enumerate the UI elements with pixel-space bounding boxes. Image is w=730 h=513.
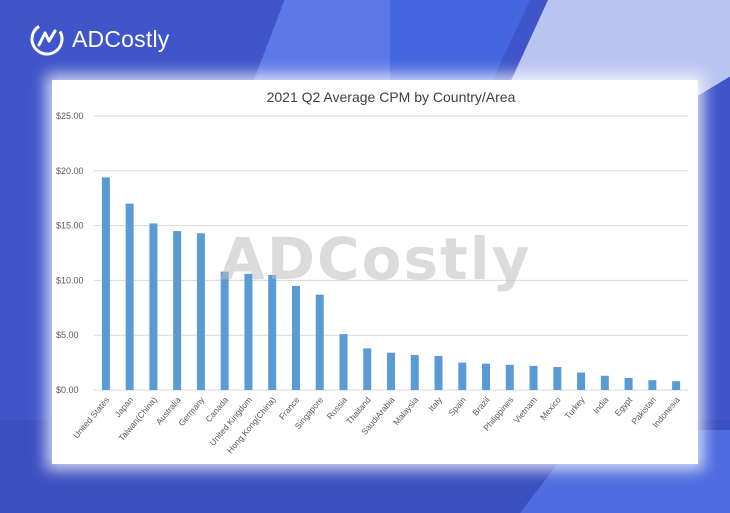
- bar: [553, 366, 562, 390]
- x-tick-label: Mexico: [538, 395, 563, 422]
- x-tick-label: Turkey: [562, 394, 587, 421]
- y-tick-label: $5.00: [56, 330, 79, 340]
- y-tick-label: $20.00: [56, 166, 84, 176]
- bar: [291, 285, 300, 390]
- bar: [387, 352, 395, 390]
- bar: [624, 377, 633, 390]
- y-tick-label: $0.00: [56, 385, 79, 395]
- bar: [101, 177, 110, 390]
- x-tick-label: United States: [71, 395, 111, 441]
- chart-title: 2021 Q2 Average CPM by Country/Area: [267, 89, 516, 105]
- bar: [577, 372, 586, 390]
- x-tick-label: Spain: [446, 395, 468, 418]
- bar: [434, 356, 443, 390]
- bar: [648, 380, 657, 390]
- bar: [268, 274, 277, 390]
- x-tick-label: Malaysia: [391, 395, 420, 427]
- x-tick-label: Vietnam: [511, 395, 539, 425]
- bar: [458, 362, 467, 390]
- x-tick-label: Italy: [426, 394, 444, 413]
- x-tick-label: India: [591, 395, 611, 416]
- bar: [244, 273, 253, 390]
- bar: [339, 334, 348, 390]
- bar: [220, 271, 229, 390]
- y-tick-label: $25.00: [56, 111, 84, 121]
- bar: [315, 294, 324, 390]
- brand-name: ADCostly: [72, 25, 170, 52]
- bar: [173, 231, 182, 390]
- bar: [600, 375, 609, 390]
- bar: [125, 203, 134, 390]
- x-tick-label: Germany: [176, 394, 207, 428]
- bar: [196, 233, 205, 390]
- y-tick-label: $15.00: [56, 221, 84, 231]
- bar: [149, 223, 158, 390]
- chart-card: 2021 Q2 Average CPM by Country/Area $0.00…: [52, 80, 698, 464]
- adcostly-logo-icon: [30, 22, 64, 56]
- y-tick-label: $10.00: [56, 275, 84, 285]
- bar: [482, 363, 491, 390]
- brand-logo: ADCostly: [30, 22, 169, 56]
- bar-chart: 2021 Q2 Average CPM by Country/Area $0.00…: [56, 89, 688, 455]
- x-tick-label: Egypt: [612, 394, 634, 418]
- x-tick-label: Brazil: [470, 395, 491, 418]
- bar: [529, 365, 538, 390]
- x-tick-label: Japan: [113, 395, 136, 419]
- bar: [505, 364, 514, 390]
- bar: [410, 354, 419, 390]
- bar: [672, 381, 681, 390]
- bar: [363, 348, 372, 390]
- background-shape: [390, 0, 530, 90]
